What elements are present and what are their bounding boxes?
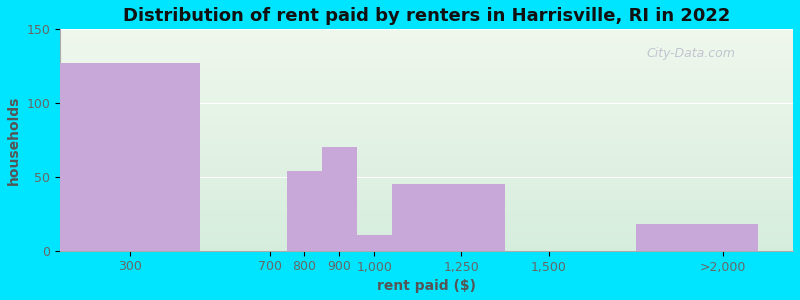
- Bar: [60, 63, 200, 251]
- X-axis label: rent paid ($): rent paid ($): [377, 279, 476, 293]
- Text: City-Data.com: City-Data.com: [646, 47, 735, 60]
- Y-axis label: households: households: [7, 95, 21, 185]
- Title: Distribution of rent paid by renters in Harrisville, RI in 2022: Distribution of rent paid by renters in …: [123, 7, 730, 25]
- Bar: [322, 147, 357, 251]
- Bar: [636, 224, 758, 251]
- Bar: [392, 184, 505, 251]
- Bar: [287, 171, 322, 251]
- Bar: [357, 235, 392, 251]
